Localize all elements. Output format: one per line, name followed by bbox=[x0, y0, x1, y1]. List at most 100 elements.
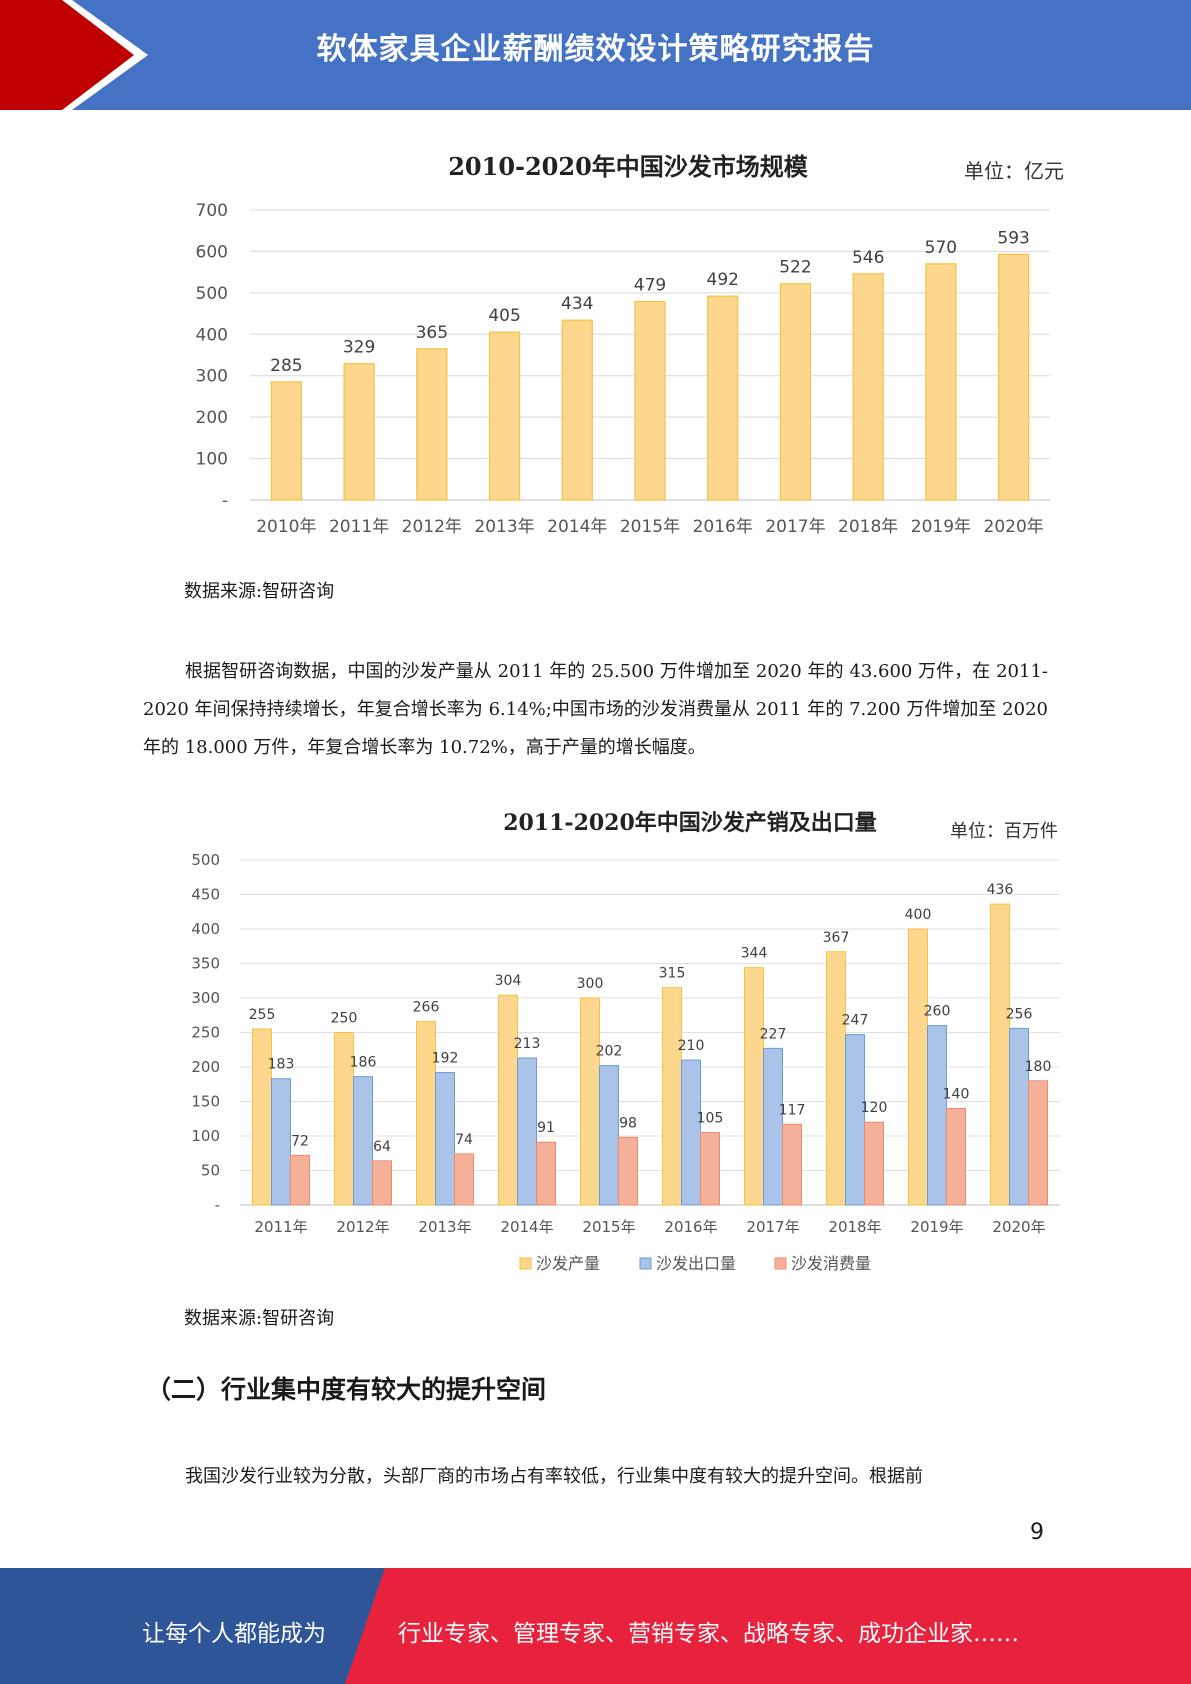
chart2-y-tick: 450 bbox=[191, 886, 220, 904]
chart1-bar bbox=[561, 319, 593, 501]
chart1-bar bbox=[779, 283, 812, 501]
chart2-bar-series-3 bbox=[864, 1121, 884, 1206]
chart2-x-tick: 2013年 bbox=[418, 1218, 471, 1236]
chart2-bar-series-1 bbox=[580, 997, 600, 1206]
chart1-x-tick: 2016年 bbox=[693, 517, 753, 537]
chart2-bar-series-3 bbox=[1028, 1080, 1048, 1206]
chart1-bar bbox=[925, 263, 957, 501]
chart2-y-tick: 400 bbox=[191, 920, 220, 938]
chart2-bar-series-2 bbox=[517, 1057, 537, 1206]
chart1-x-tick: 2015年 bbox=[620, 517, 680, 537]
footer-banner bbox=[0, 1568, 1191, 1684]
chart1-y-tick: 600 bbox=[196, 242, 228, 262]
chart2-data-label: 227 bbox=[760, 1026, 787, 1042]
chart2-data-label: 202 bbox=[596, 1044, 623, 1060]
chart2-data-label: 400 bbox=[905, 907, 932, 923]
chart2-data-label: 344 bbox=[741, 946, 768, 962]
chart2-x-tick: 2020年 bbox=[992, 1218, 1045, 1236]
chart1-bar bbox=[343, 363, 375, 501]
chart2-bar-series-3 bbox=[372, 1160, 392, 1206]
chart2-data-label: 183 bbox=[268, 1057, 295, 1073]
chart1-bar bbox=[707, 295, 739, 501]
chart1-unit-label: 单位：亿元 bbox=[964, 159, 1064, 183]
chart2-data-label: 140 bbox=[943, 1086, 970, 1102]
chart2-data-label: 300 bbox=[577, 976, 604, 992]
chart2-data-label: 74 bbox=[455, 1132, 473, 1148]
chart2-bar-series-3 bbox=[946, 1107, 966, 1206]
chart2-data-label: 213 bbox=[514, 1036, 541, 1052]
chart2-data-label: 266 bbox=[413, 999, 440, 1015]
chart2-legend-swatch bbox=[519, 1257, 532, 1270]
chart2-bar-series-1 bbox=[252, 1028, 272, 1206]
body-paragraph-1: 根据智研咨询数据，中国的沙发产量从 2011 年的 25.500 万件增加至 2… bbox=[143, 661, 1048, 758]
chart1-bar bbox=[416, 348, 448, 501]
chart2-unit-label: 单位：百万件 bbox=[950, 821, 1058, 842]
chart2-y-tick: 300 bbox=[191, 989, 220, 1007]
chart1-x-tick: 2011年 bbox=[329, 517, 389, 537]
chart1-x-tick: 2014年 bbox=[547, 517, 607, 537]
chart2-source: 数据来源:智研咨询 bbox=[184, 1308, 335, 1329]
chart2-y-tick: 200 bbox=[191, 1058, 220, 1076]
chart2-legend-label: 沙发出口量 bbox=[656, 1254, 736, 1273]
chart2-bar-series-1 bbox=[662, 987, 682, 1206]
chart1-y-tick: 300 bbox=[196, 367, 228, 387]
chart2-data-label: 120 bbox=[861, 1100, 888, 1116]
chart2-bar-series-3 bbox=[454, 1153, 474, 1206]
chart1-data-label: 479 bbox=[634, 276, 666, 296]
chart2-bar-series-1 bbox=[908, 928, 928, 1206]
chart2-x-tick: 2018年 bbox=[828, 1218, 881, 1236]
chart1-x-tick: 2010年 bbox=[256, 517, 316, 537]
chart1-bar bbox=[634, 300, 666, 501]
chart2-data-label: 247 bbox=[842, 1013, 869, 1029]
chart2-y-tick: 50 bbox=[201, 1162, 220, 1180]
chart2-bar-series-3 bbox=[782, 1123, 802, 1206]
chart2-data-label: 367 bbox=[823, 930, 850, 946]
chart1-y-tick: 200 bbox=[196, 408, 228, 428]
chart2-y-tick: 100 bbox=[191, 1127, 220, 1145]
chart2-bar-series-1 bbox=[416, 1020, 436, 1206]
chart1-data-label: 365 bbox=[416, 323, 448, 343]
chart1-data-label: 546 bbox=[852, 248, 884, 268]
document-title: 软体家具企业薪酬绩效设计策略研究报告 bbox=[316, 32, 875, 67]
chart1-data-label: 570 bbox=[925, 238, 957, 258]
chart2-data-label: 260 bbox=[924, 1004, 951, 1020]
chart2-data-label: 256 bbox=[1006, 1006, 1033, 1022]
chart1-y-tick: - bbox=[222, 491, 228, 511]
chart1-source: 数据来源:智研咨询 bbox=[184, 581, 335, 602]
chart2-data-label: 250 bbox=[331, 1011, 358, 1027]
chart2-legend-swatch bbox=[639, 1257, 652, 1270]
chart2-bar-series-2 bbox=[681, 1059, 701, 1206]
chart2-data-label: 304 bbox=[495, 973, 522, 989]
chart2-bar-series-1 bbox=[826, 951, 846, 1206]
footer-slogan-right: 行业专家、管理专家、营销专家、战略专家、成功企业家…… bbox=[398, 1621, 1019, 1647]
chart1-data-label: 492 bbox=[707, 270, 739, 290]
section-heading: （二）行业集中度有较大的提升空间 bbox=[146, 1375, 547, 1404]
chart1-data-label: 593 bbox=[997, 228, 1029, 248]
chart2-data-label: 255 bbox=[249, 1007, 276, 1023]
market-size-chart: 2010-2020年中国沙发市场规模 单位：亿元 - 100 200 300 400 500 6… bbox=[196, 152, 1064, 537]
chart1-data-label: 434 bbox=[561, 294, 593, 314]
chart2-y-tick: - bbox=[215, 1196, 220, 1214]
chart2-bar-series-3 bbox=[536, 1141, 556, 1206]
chart1-x-tick: 2017年 bbox=[765, 517, 825, 537]
chart1-bar bbox=[852, 273, 884, 501]
chart2-data-label: 180 bbox=[1025, 1059, 1052, 1075]
chart2-bar-series-2 bbox=[1009, 1027, 1029, 1206]
production-export-chart: 2011-2020年中国沙发产销及出口量 单位：百万件 - 50 100 150 200 25… bbox=[191, 810, 1060, 1273]
chart2-legend-swatch bbox=[774, 1257, 787, 1270]
chart1-data-label: 285 bbox=[270, 356, 302, 376]
chart2-data-label: 105 bbox=[697, 1111, 724, 1127]
chart2-x-tick: 2017年 bbox=[746, 1218, 799, 1236]
chart1-data-label: 522 bbox=[779, 258, 811, 278]
chart2-x-tick: 2011年 bbox=[254, 1218, 307, 1236]
chart1-bar bbox=[998, 253, 1030, 501]
chart2-x-tick: 2019年 bbox=[910, 1218, 963, 1236]
chart2-bar-series-2 bbox=[353, 1076, 373, 1206]
chart2-data-label: 315 bbox=[659, 966, 686, 982]
chart1-data-label: 405 bbox=[488, 306, 520, 326]
page-number: 9 bbox=[1030, 1520, 1044, 1545]
footer-slogan-left: 让每个人都能成为 bbox=[142, 1621, 326, 1647]
chart2-bar-series-2 bbox=[927, 1025, 947, 1206]
chart2-bar-series-2 bbox=[599, 1065, 619, 1206]
chart1-bar bbox=[270, 381, 302, 501]
